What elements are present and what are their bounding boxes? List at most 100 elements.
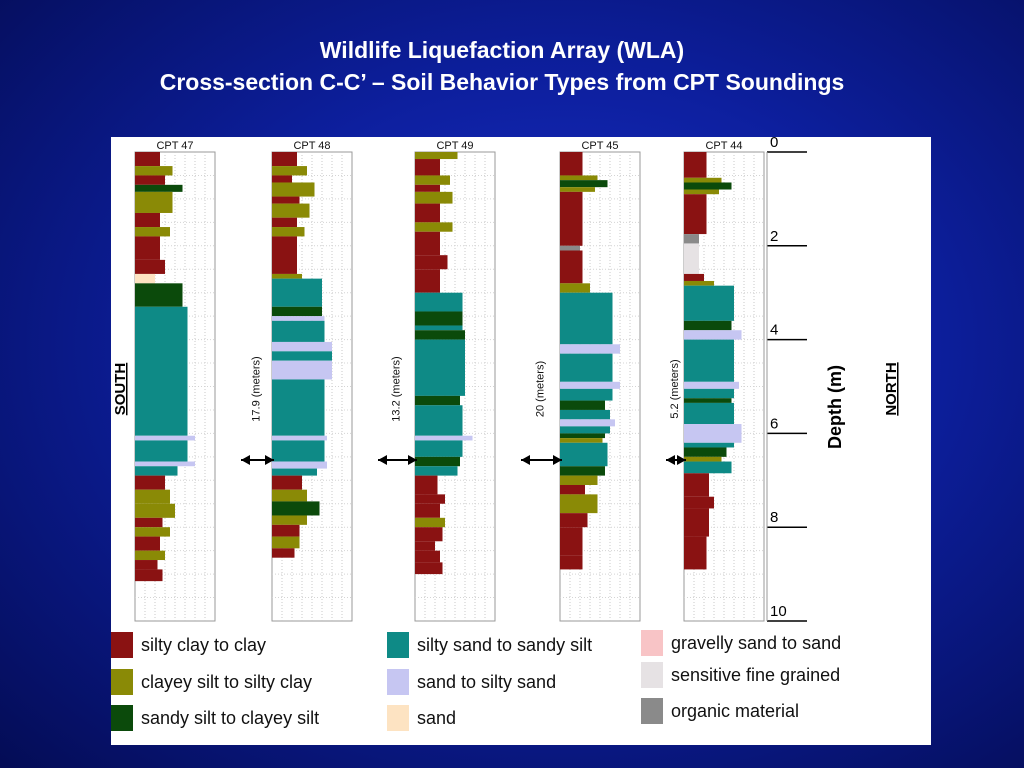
soil-layer bbox=[684, 330, 742, 340]
soil-layer bbox=[415, 405, 463, 436]
soil-layer bbox=[560, 527, 583, 556]
soil-layer bbox=[415, 231, 440, 256]
soil-layer bbox=[272, 461, 327, 469]
soil-layer bbox=[415, 269, 440, 293]
soil-layer bbox=[560, 353, 613, 382]
legend-swatch bbox=[111, 632, 133, 658]
figure-panel: CPT 47 CPT 48 CPT 49 CPT 45 CPT 44 17.9 (mete… bbox=[111, 137, 931, 745]
soil-layer bbox=[135, 569, 163, 582]
soil-layer bbox=[272, 548, 295, 558]
legend-swatch bbox=[387, 705, 409, 731]
soil-layer bbox=[684, 280, 714, 286]
legend-item-silty-clay-to-clay: silty clay to clay bbox=[111, 631, 266, 659]
soil-layer bbox=[135, 536, 160, 551]
soil-layer bbox=[560, 180, 608, 188]
soil-layer bbox=[560, 442, 608, 467]
soil-layer bbox=[272, 475, 302, 490]
soil-layer bbox=[272, 360, 332, 380]
soil-layer bbox=[684, 234, 699, 244]
soil-layer bbox=[415, 203, 440, 223]
soil-layer bbox=[560, 513, 588, 528]
spacing-label: 20 (meters) bbox=[535, 361, 547, 417]
legend-item-organic-material: organic material bbox=[641, 697, 799, 725]
soil-layer bbox=[684, 536, 707, 570]
soil-layer bbox=[272, 182, 315, 197]
soil-layer bbox=[415, 466, 458, 476]
soil-layer bbox=[415, 475, 438, 495]
soil-layer bbox=[272, 227, 305, 237]
soil-layer bbox=[135, 259, 165, 274]
soil-layer bbox=[415, 494, 445, 504]
soil-layer bbox=[560, 191, 583, 246]
soil-layer bbox=[135, 227, 170, 237]
soil-layer bbox=[560, 409, 610, 420]
soil-layer bbox=[560, 438, 603, 443]
arrow-head-left bbox=[666, 455, 675, 465]
soil-layer bbox=[560, 475, 598, 485]
arrow-head-right bbox=[408, 455, 417, 465]
soil-layer bbox=[135, 503, 175, 518]
soil-layer bbox=[135, 489, 170, 504]
soil-layer bbox=[560, 419, 615, 427]
soil-layer bbox=[560, 388, 613, 401]
soil-layer bbox=[272, 278, 322, 307]
soil-layer bbox=[560, 250, 583, 284]
soil-layer bbox=[415, 152, 458, 160]
cpt-label: CPT 44 bbox=[705, 140, 742, 152]
soil-layer bbox=[684, 442, 734, 448]
soil-layer bbox=[560, 400, 605, 410]
soil-layer bbox=[415, 562, 443, 575]
soil-layer bbox=[135, 435, 195, 441]
soil-layer bbox=[560, 381, 620, 389]
legend-label: sand to silty sand bbox=[417, 671, 557, 692]
soil-layer bbox=[272, 536, 300, 549]
legend-item-silty-sand-to-sandy-silt: silty sand to sandy silt bbox=[387, 631, 592, 659]
south-label: SOUTH bbox=[112, 363, 129, 416]
legend-swatch bbox=[641, 630, 663, 656]
legend-label: sand bbox=[417, 707, 457, 728]
arrow-head-right bbox=[265, 455, 274, 465]
soil-layer bbox=[684, 189, 719, 195]
soil-layer bbox=[272, 152, 297, 167]
soil-layer bbox=[272, 351, 332, 361]
soil-layer bbox=[135, 517, 163, 528]
soil-layer bbox=[684, 152, 707, 178]
soil-layer bbox=[272, 468, 317, 476]
soil-layer bbox=[560, 344, 620, 354]
soil-layer bbox=[560, 494, 598, 514]
spacing-label: 17.9 (meters) bbox=[251, 356, 263, 421]
soil-layer bbox=[415, 550, 440, 563]
spacing-label: 13.2 (meters) bbox=[391, 356, 403, 421]
legend-label: gravelly sand to sand bbox=[671, 632, 842, 653]
soil-layer bbox=[415, 541, 435, 551]
soil-layer bbox=[684, 402, 734, 425]
soil-layer bbox=[135, 152, 160, 167]
soil-layer bbox=[560, 466, 605, 476]
soil-layer bbox=[415, 255, 448, 270]
legend-item-clayey-silt-to-silty-clay: clayey silt to silty clay bbox=[111, 668, 312, 696]
soil-layer bbox=[684, 424, 742, 443]
arrow-head-left bbox=[378, 455, 387, 465]
title-line-1: Wildlife Liquefaction Array (WLA) bbox=[319, 37, 685, 63]
soil-layer bbox=[135, 273, 155, 284]
soil-layer bbox=[272, 524, 300, 537]
legend-item-sand: sand bbox=[387, 704, 456, 732]
depth-axis-label: Depth (m) bbox=[825, 365, 845, 449]
legend-item-sensitive-fine-grained: sensitive fine grained bbox=[641, 661, 840, 689]
soil-layer bbox=[415, 395, 460, 406]
cpt-label: CPT 47 bbox=[156, 140, 193, 152]
soil-layer bbox=[135, 166, 173, 176]
soil-layer bbox=[135, 306, 188, 436]
legend-label: organic material bbox=[671, 700, 800, 721]
soil-layer bbox=[135, 461, 195, 467]
soil-layer bbox=[272, 196, 300, 204]
soil-layer bbox=[135, 191, 173, 213]
soil-layer bbox=[560, 187, 595, 192]
soil-layer bbox=[272, 379, 325, 436]
soil-layer bbox=[684, 461, 732, 474]
soil-layer bbox=[135, 440, 188, 462]
soil-layer bbox=[272, 440, 325, 462]
depth-tick-label: 4 bbox=[770, 322, 778, 339]
soil-layer bbox=[560, 152, 583, 176]
soil-layer bbox=[272, 489, 307, 502]
